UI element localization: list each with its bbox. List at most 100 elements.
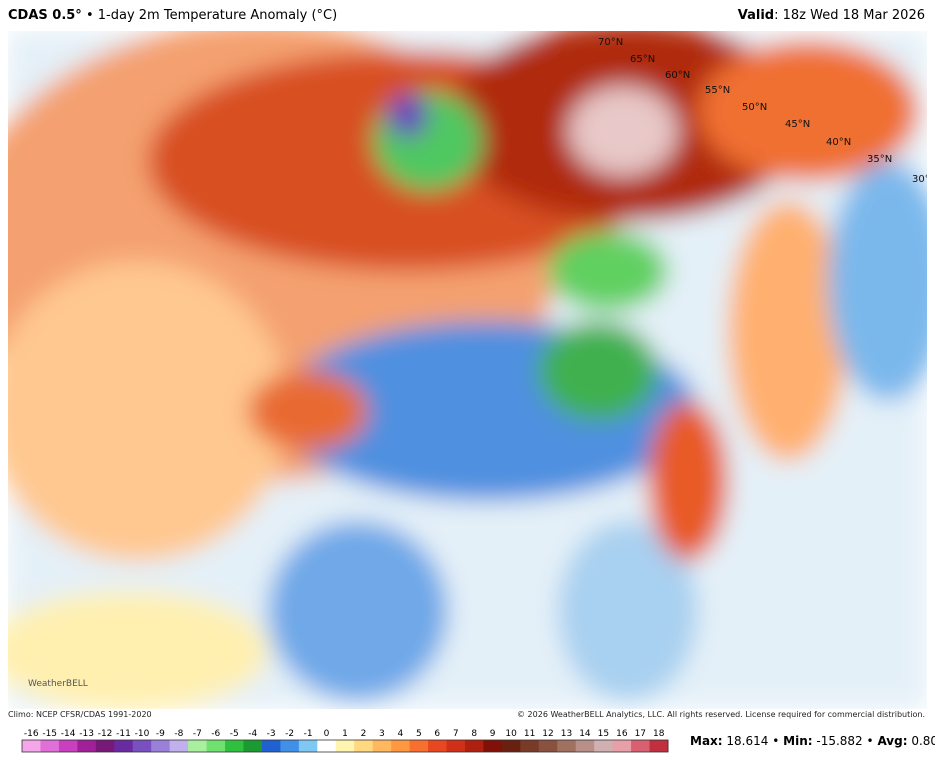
colorbar-cell: [95, 740, 115, 752]
map: WeatherBELL 70°N 65°N 60°N 55°N 50°N 45°N 40°N…: [8, 31, 927, 709]
colorbar-frame: [21, 739, 669, 753]
colorbar-tick-label: -3: [267, 729, 276, 739]
colorbar-tick-label: 9: [490, 729, 496, 739]
colorbar-cell: [409, 740, 429, 752]
latitude-label: 40°N: [826, 137, 851, 148]
colorbar-cell: [151, 740, 171, 752]
colorbar-tick-label: -6: [211, 729, 220, 739]
colorbar-tick-label: -14: [61, 729, 76, 739]
latitude-label: 60°N: [665, 70, 690, 81]
latitude-label: 70°N: [598, 37, 623, 48]
colorbar-cell: [58, 740, 78, 752]
colorbar-cell: [557, 740, 577, 752]
latitude-label: 35°N: [867, 154, 892, 165]
latitude-label: 50°N: [742, 102, 767, 113]
colorbar-tick-label: 14: [579, 729, 591, 739]
colorbar-cell: [428, 740, 448, 752]
max-label: Max:: [690, 734, 723, 748]
colorbar-cell: [446, 740, 466, 752]
colorbar-cell: [298, 740, 318, 752]
colorbar-tick-label: -7: [193, 729, 202, 739]
colorbar-cell: [335, 740, 355, 752]
colorbar-cell: [483, 740, 503, 752]
colorbar-tick-label: -1: [304, 729, 313, 739]
colorbar-cell: [261, 740, 281, 752]
colorbar-tick-label: 1: [342, 729, 348, 739]
min: -15.882: [816, 734, 862, 748]
max: 18.614: [726, 734, 768, 748]
colorbar-tick-label: 18: [653, 729, 665, 739]
avg: 0.808: [911, 734, 935, 748]
colorbar-cell: [354, 740, 374, 752]
colorbar-tick-label: 17: [635, 729, 646, 739]
colorbar-tick-label: 13: [561, 729, 572, 739]
latitude-label: 30°N: [912, 174, 927, 185]
colorbar-tick-label: 11: [524, 729, 535, 739]
colorbar-cell: [594, 740, 614, 752]
climo: Climo: NCEP CFSR/CDAS 1991-2020: [8, 710, 152, 719]
header-left: CDAS 0.5° • 1-day 2m Temperature Anomaly…: [8, 8, 337, 23]
sep: •: [85, 8, 94, 23]
sep: •: [867, 734, 874, 748]
colorbar-tick-label: -4: [248, 729, 257, 739]
colorbar-tick-label: -15: [42, 729, 57, 739]
colorbar-cell: [280, 740, 300, 752]
copyright: © 2026 WeatherBELL Analytics, LLC. All r…: [517, 710, 925, 719]
colorbar-tick-label: 6: [434, 729, 440, 739]
colorbar-tick-label: 4: [398, 729, 404, 739]
sep: •: [772, 734, 779, 748]
valid-label: Valid: [737, 8, 775, 23]
colorbar-tick-label: 5: [416, 729, 422, 739]
colorbar-cell: [225, 740, 244, 752]
colorbar-tick-label: -8: [174, 729, 183, 739]
colorbar-tick-label: 16: [616, 729, 628, 739]
valid-value: : 18z Wed 18 Mar 2026: [774, 8, 925, 23]
colorbar-tick-label: 0: [324, 729, 330, 739]
colorbar-cell: [538, 740, 558, 752]
colorbar-tick-label: -9: [156, 729, 165, 739]
colorbar-tick-label: 10: [505, 729, 517, 739]
colorbar-tick-label: 3: [379, 729, 385, 739]
colorbar-cell: [22, 740, 41, 752]
colorbar-cell: [464, 740, 484, 752]
colorbar-cell: [391, 740, 411, 752]
colorbar: Max: 18.614 • Min: -15.882 • Avg: 0.808 …: [21, 729, 935, 753]
latitude-label: 65°N: [630, 54, 655, 65]
colorbar-cell: [169, 740, 189, 752]
colorbar-cell: [77, 740, 97, 752]
colorbar-tick-label: -12: [98, 729, 113, 739]
colorbar-tick-label: -13: [79, 729, 94, 739]
colorbar-cell: [132, 740, 152, 752]
colorbar-tick-label: -11: [116, 729, 131, 739]
colorbar-tick-label: -10: [135, 729, 150, 739]
header-right: Valid: 18z Wed 18 Mar 2026: [738, 8, 925, 23]
colorbar-cell: [188, 740, 208, 752]
colorbar-cell: [372, 740, 392, 752]
colorbar-tick-label: 8: [471, 729, 477, 739]
latitude-label: 45°N: [785, 119, 810, 130]
stats: Max: 18.614 • Min: -15.882 • Avg: 0.808: [690, 734, 935, 748]
colorbar-cell: [520, 740, 540, 752]
colorbar-cell: [317, 740, 337, 752]
avg-label: Avg:: [877, 734, 907, 748]
colorbar-cell: [40, 740, 60, 752]
colorbar-cell: [575, 740, 595, 752]
colorbar-cell: [501, 740, 521, 752]
logo: WeatherBELL: [28, 679, 88, 689]
colorbar-cell: [649, 740, 669, 752]
colorbar-tick-label: 15: [598, 729, 609, 739]
colorbar-cell: [631, 740, 651, 752]
anomaly-field: [8, 31, 927, 709]
colorbar-cell: [612, 740, 632, 752]
colorbar-tick-label: 2: [361, 729, 367, 739]
colorbar-tick-label: -5: [230, 729, 239, 739]
colorbar-cell: [243, 740, 263, 752]
colorbar-tick-label: 7: [453, 729, 459, 739]
colorbar-tick-label: -2: [285, 729, 294, 739]
title: 1-day 2m Temperature Anomaly (°C): [97, 8, 338, 23]
colorbar-tick-label: -16: [24, 729, 39, 739]
colorbar-tick-label: 12: [542, 729, 553, 739]
colorbar-cell: [206, 740, 226, 752]
min-label: Min:: [783, 734, 812, 748]
